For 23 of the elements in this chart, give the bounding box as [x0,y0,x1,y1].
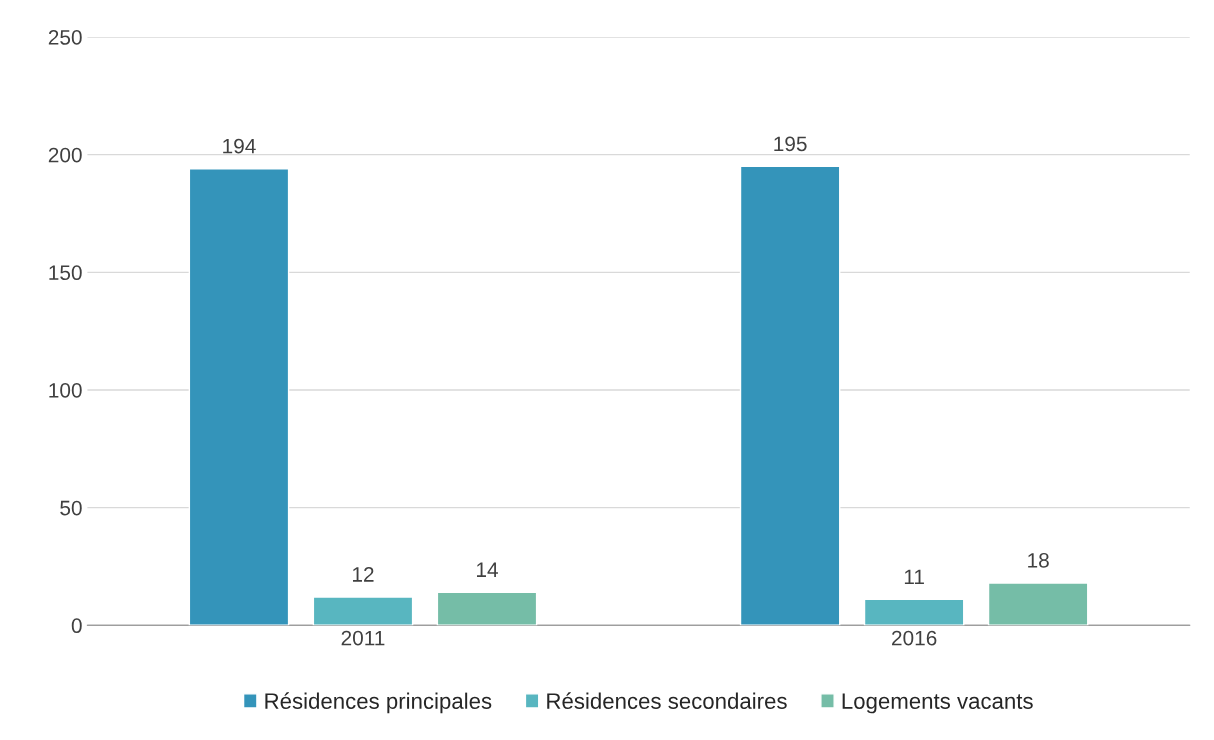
data-label: 14 [477,562,498,577]
legend-label: Logements vacants [842,693,1033,714]
data-label: 18 [1028,552,1049,568]
bar [739,165,841,626]
y-tick-label: 250 [48,30,82,45]
bar [436,591,538,626]
bar [312,596,414,626]
bar [987,582,1089,626]
y-tick-label: 150 [49,265,82,281]
legend-label: Résidences principales [265,692,492,714]
data-label: 195 [774,136,807,152]
x-tick-label: 2016 [892,630,937,646]
y-tick-label: 200 [48,147,82,163]
data-label: 194 [223,138,256,154]
y-tick-label: 100 [49,382,82,398]
legend-label: Résidences secondaires [547,692,787,709]
data-label: 11 [904,569,924,584]
y-tick-label: 50 [60,500,82,516]
x-tick-label: 2011 [341,630,385,646]
bar [863,598,965,626]
bar [188,168,290,626]
data-label: 12 [352,567,374,582]
y-tick-label: 0 [71,618,82,634]
